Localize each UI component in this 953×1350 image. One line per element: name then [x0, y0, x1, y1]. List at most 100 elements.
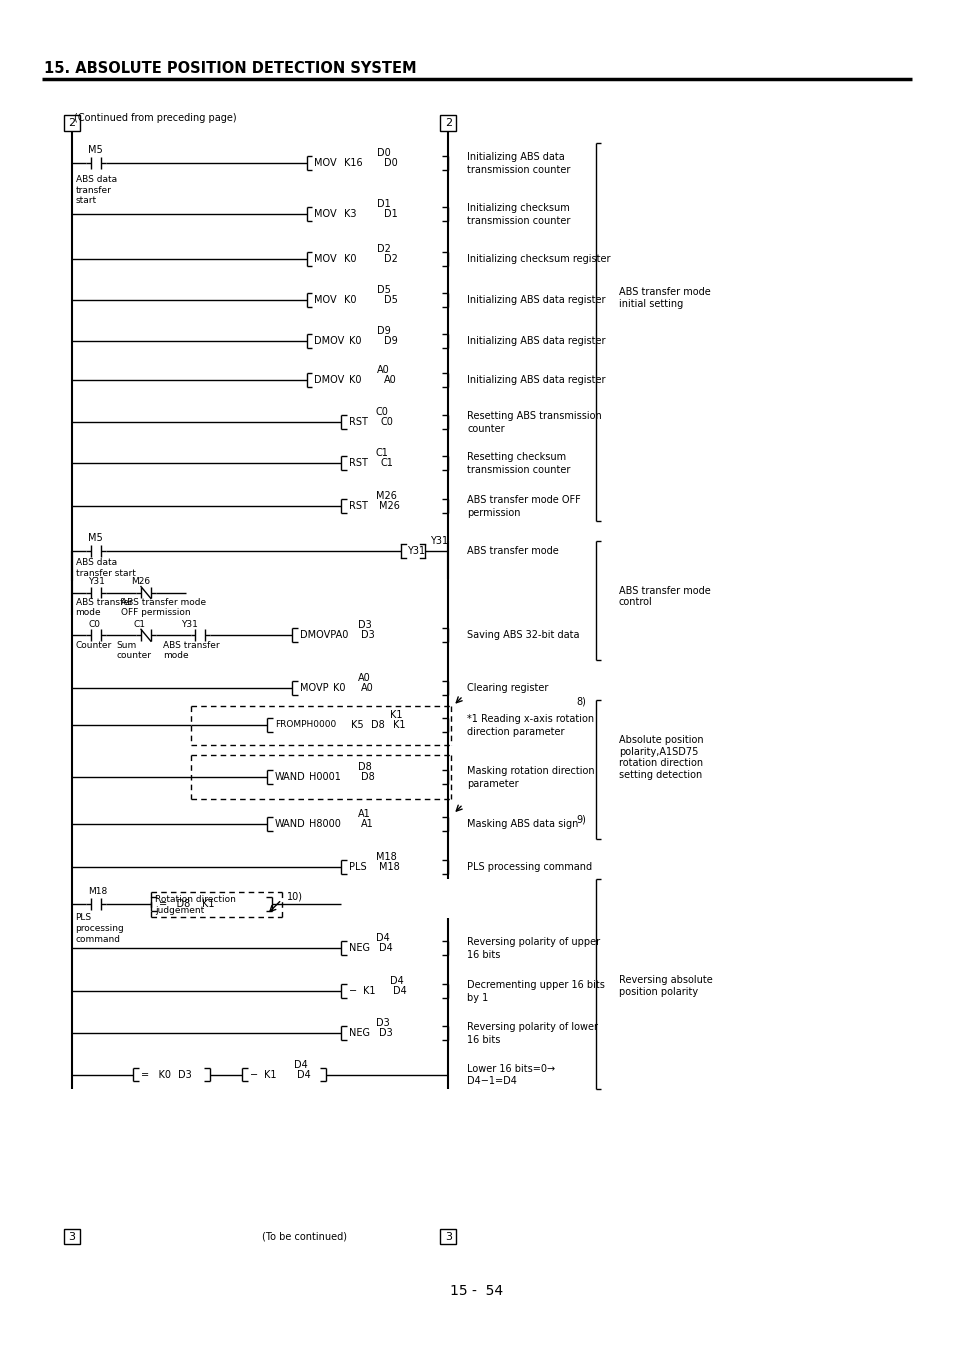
Text: (To be continued): (To be continued) — [262, 1231, 347, 1242]
Text: start: start — [75, 197, 96, 205]
Text: M18: M18 — [89, 887, 108, 896]
Text: ABS transfer mode: ABS transfer mode — [121, 598, 206, 608]
Text: D8: D8 — [357, 763, 372, 772]
Text: mode: mode — [75, 608, 101, 617]
Text: Initializing ABS data: Initializing ABS data — [467, 153, 564, 162]
Text: Reversing polarity of lower: Reversing polarity of lower — [467, 1022, 598, 1031]
Text: Masking ABS data sign: Masking ABS data sign — [467, 819, 578, 829]
Text: D8: D8 — [360, 772, 375, 783]
Text: C0: C0 — [380, 417, 394, 427]
Text: D4: D4 — [375, 933, 389, 944]
Text: D9: D9 — [376, 327, 390, 336]
Text: C1: C1 — [380, 458, 394, 468]
Text: D3: D3 — [378, 1027, 393, 1038]
Text: 3: 3 — [68, 1231, 75, 1242]
Text: Y31: Y31 — [430, 536, 448, 545]
Text: Y31: Y31 — [406, 545, 424, 556]
Text: by 1: by 1 — [467, 994, 488, 1003]
Text: MOV: MOV — [314, 209, 336, 219]
Text: mode: mode — [163, 651, 188, 660]
Text: D3: D3 — [360, 630, 375, 640]
Text: D0: D0 — [383, 158, 397, 169]
Text: D1: D1 — [383, 209, 397, 219]
Text: K1: K1 — [363, 986, 375, 996]
Text: A1: A1 — [357, 809, 371, 819]
Text: Initializing ABS data register: Initializing ABS data register — [467, 296, 605, 305]
Text: Y31: Y31 — [180, 620, 197, 629]
Text: RST: RST — [349, 417, 368, 427]
Text: A0: A0 — [357, 674, 371, 683]
Text: D2: D2 — [383, 254, 397, 263]
Text: Reversing absolute: Reversing absolute — [618, 975, 712, 985]
Text: H0001: H0001 — [309, 772, 341, 783]
Text: DMOV: DMOV — [314, 336, 344, 346]
Text: K5: K5 — [351, 720, 363, 730]
Text: D0: D0 — [376, 148, 390, 158]
Text: ABS transfer mode: ABS transfer mode — [467, 545, 558, 556]
Text: DMOVPA0: DMOVPA0 — [299, 630, 348, 640]
Text: direction parameter: direction parameter — [467, 726, 564, 737]
Text: K0: K0 — [333, 683, 345, 693]
Text: K1: K1 — [202, 899, 214, 909]
Text: parameter: parameter — [467, 779, 518, 790]
Text: MOV: MOV — [314, 254, 336, 263]
Text: ABS transfer mode: ABS transfer mode — [618, 288, 710, 297]
Text: Absolute position: Absolute position — [618, 734, 702, 745]
Text: WAND: WAND — [274, 819, 305, 829]
Bar — [64, 1228, 79, 1245]
Text: D8: D8 — [371, 720, 384, 730]
Text: control: control — [618, 598, 652, 608]
Text: D4: D4 — [393, 986, 406, 996]
Text: MOV: MOV — [314, 158, 336, 169]
Text: M5: M5 — [89, 533, 103, 543]
Text: A1: A1 — [360, 819, 374, 829]
Text: position polarity: position polarity — [618, 987, 698, 998]
Text: Initializing ABS data register: Initializing ABS data register — [467, 375, 605, 385]
Text: 2: 2 — [444, 119, 452, 128]
Text: *1 Reading x-axis rotation: *1 Reading x-axis rotation — [467, 714, 594, 724]
Text: 15. ABSOLUTE POSITION DETECTION SYSTEM: 15. ABSOLUTE POSITION DETECTION SYSTEM — [44, 61, 416, 76]
Text: K1: K1 — [264, 1069, 276, 1080]
Text: −: − — [349, 986, 356, 996]
Text: transfer: transfer — [75, 185, 112, 194]
Text: Masking rotation direction: Masking rotation direction — [467, 767, 594, 776]
Text: K1: K1 — [393, 720, 405, 730]
Text: =   K0: = K0 — [141, 1069, 171, 1080]
Text: M26: M26 — [375, 491, 396, 501]
Text: ABS transfer mode OFF: ABS transfer mode OFF — [467, 495, 580, 505]
Text: 2: 2 — [68, 119, 75, 128]
Text: M18: M18 — [375, 852, 396, 861]
Text: M26: M26 — [131, 576, 150, 586]
Text: D4−1=D4: D4−1=D4 — [467, 1076, 517, 1087]
Text: D4: D4 — [390, 976, 403, 986]
Text: K0: K0 — [349, 336, 361, 346]
Text: Counter: Counter — [75, 641, 112, 649]
Text: ABS transfer mode: ABS transfer mode — [618, 586, 710, 595]
Text: transmission counter: transmission counter — [467, 216, 570, 225]
Text: PLS: PLS — [349, 861, 366, 872]
Bar — [64, 116, 79, 131]
Text: processing: processing — [75, 923, 124, 933]
Text: Rotation direction: Rotation direction — [154, 895, 235, 905]
Text: RST: RST — [349, 501, 368, 512]
Text: ABS transfer: ABS transfer — [75, 598, 132, 608]
Text: transmission counter: transmission counter — [467, 466, 570, 475]
Text: permission: permission — [467, 508, 520, 518]
Text: Initializing checksum: Initializing checksum — [467, 202, 569, 213]
Text: judgement: judgement — [154, 906, 204, 915]
Text: 10): 10) — [287, 891, 302, 902]
Text: M26: M26 — [378, 501, 399, 512]
Text: C1: C1 — [132, 620, 145, 629]
Text: K1: K1 — [390, 710, 402, 720]
Text: transfer start: transfer start — [75, 570, 135, 578]
Text: A0: A0 — [383, 375, 396, 385]
Text: Saving ABS 32-bit data: Saving ABS 32-bit data — [467, 630, 579, 640]
Text: K0: K0 — [344, 254, 356, 263]
Text: NEG: NEG — [349, 944, 370, 953]
Text: transmission counter: transmission counter — [467, 165, 570, 176]
Text: M18: M18 — [378, 861, 399, 872]
Text: Initializing ABS data register: Initializing ABS data register — [467, 336, 605, 346]
Bar — [440, 1228, 456, 1245]
Text: counter: counter — [116, 651, 151, 660]
Text: Sum: Sum — [116, 641, 136, 649]
